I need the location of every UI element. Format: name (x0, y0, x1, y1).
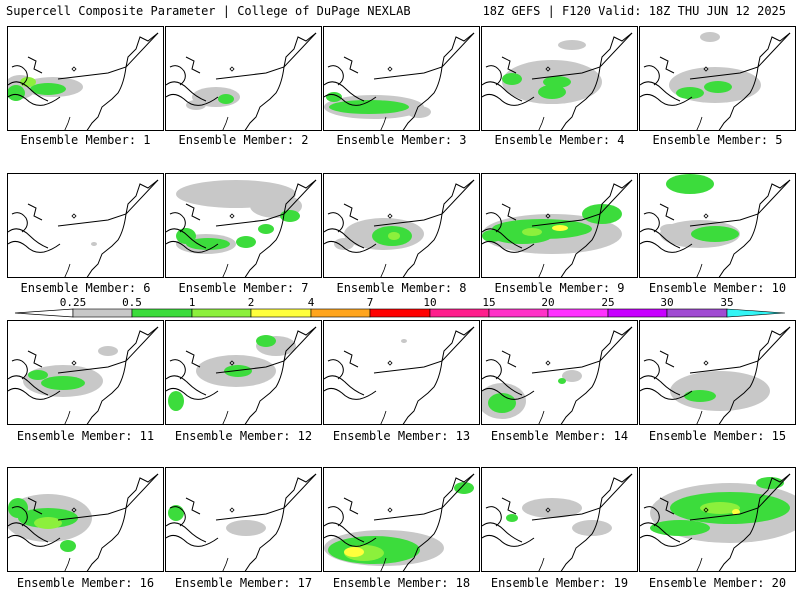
colorbar-segment (191, 308, 252, 318)
colorbar-segment (72, 308, 133, 318)
panel-map (324, 326, 475, 424)
ensemble-member-label: Ensemble Member: 18 (332, 576, 471, 590)
colorbar-segment (369, 308, 431, 318)
ensemble-panel (323, 467, 480, 572)
ensemble-panel (481, 26, 638, 131)
ensemble-member-label: Ensemble Member: 7 (178, 281, 309, 295)
ensemble-panel (639, 173, 796, 278)
ensemble-panel (165, 320, 322, 425)
ensemble-member-label: Ensemble Member: 14 (490, 429, 629, 443)
colorbar-segment (310, 308, 371, 318)
panel-map (482, 179, 633, 277)
colorbar-tick-label: 15 (482, 296, 496, 309)
ensemble-panel (7, 320, 164, 425)
ensemble-member-label: Ensemble Member: 11 (16, 429, 155, 443)
ensemble-member-label: Ensemble Member: 16 (16, 576, 155, 590)
panel-map (166, 179, 317, 277)
ensemble-member-label: Ensemble Member: 1 (20, 133, 151, 147)
colorbar-tick-label: 2 (247, 296, 255, 309)
ensemble-panel (165, 173, 322, 278)
ensemble-panel (639, 467, 796, 572)
panel-map (324, 179, 475, 277)
colorbar-tick-label: 20 (541, 296, 555, 309)
colorbar-segment (607, 308, 668, 318)
ensemble-panel (481, 320, 638, 425)
ensemble-panel (323, 173, 480, 278)
colorbar (14, 308, 786, 318)
colorbar-segment (666, 308, 728, 318)
colorbar-segment (131, 308, 193, 318)
panel-map (166, 326, 317, 424)
ensemble-panel (165, 26, 322, 131)
colorbar-segment (547, 308, 609, 318)
ensemble-member-label: Ensemble Member: 4 (494, 133, 625, 147)
colorbar-tick-label: 0.25 (59, 296, 87, 309)
panel-map (640, 326, 791, 424)
ensemble-member-label: Ensemble Member: 6 (20, 281, 151, 295)
ensemble-panel (323, 320, 480, 425)
panel-map (8, 473, 159, 571)
colorbar-tick-label: 1 (188, 296, 196, 309)
panel-map (482, 326, 633, 424)
colorbar-tick-label: 4 (307, 296, 315, 309)
ensemble-member-label: Ensemble Member: 13 (332, 429, 471, 443)
ensemble-panel (639, 320, 796, 425)
ensemble-panel (323, 26, 480, 131)
ensemble-member-label: Ensemble Member: 20 (648, 576, 787, 590)
panel-map (640, 473, 795, 571)
valid-time: 18Z GEFS | F120 Valid: 18Z THU JUN 12 20… (482, 4, 786, 18)
colorbar-segment (250, 308, 312, 318)
ensemble-member-label: Ensemble Member: 17 (174, 576, 313, 590)
ensemble-member-label: Ensemble Member: 2 (178, 133, 309, 147)
panel-map (324, 473, 475, 571)
panel-map (640, 32, 791, 130)
ensemble-panel (7, 467, 164, 572)
ensemble-panel (639, 26, 796, 131)
ensemble-member-label: Ensemble Member: 12 (174, 429, 313, 443)
chart-title: Supercell Composite Parameter | College … (6, 4, 411, 18)
ensemble-member-label: Ensemble Member: 19 (490, 576, 629, 590)
ensemble-member-label: Ensemble Member: 8 (336, 281, 467, 295)
ensemble-member-label: Ensemble Member: 9 (494, 281, 625, 295)
panel-map (8, 326, 159, 424)
colorbar-segment (429, 308, 490, 318)
panel-map (324, 32, 475, 130)
panel-map (8, 32, 159, 130)
panel-map (166, 473, 317, 571)
colorbar-segment (726, 308, 786, 318)
colorbar-tick-label: 30 (660, 296, 674, 309)
ensemble-member-label: Ensemble Member: 5 (652, 133, 783, 147)
panel-map (8, 179, 159, 277)
ensemble-panel (481, 173, 638, 278)
panel-map (640, 174, 791, 277)
ensemble-panel (7, 173, 164, 278)
colorbar-tick-label: 35 (720, 296, 734, 309)
ensemble-panel (481, 467, 638, 572)
colorbar-tick-label: 0.5 (122, 296, 142, 309)
ensemble-member-label: Ensemble Member: 3 (336, 133, 467, 147)
colorbar-tick-label: 25 (601, 296, 615, 309)
panel-map (482, 32, 633, 130)
ensemble-panel (165, 467, 322, 572)
colorbar-tick-label: 10 (423, 296, 437, 309)
colorbar-segment (488, 308, 549, 318)
ensemble-member-label: Ensemble Member: 10 (648, 281, 787, 295)
ensemble-member-label: Ensemble Member: 15 (648, 429, 787, 443)
colorbar-tick-label: 7 (366, 296, 374, 309)
panel-map (482, 473, 633, 571)
panel-map (166, 32, 317, 130)
ensemble-panel (7, 26, 164, 131)
